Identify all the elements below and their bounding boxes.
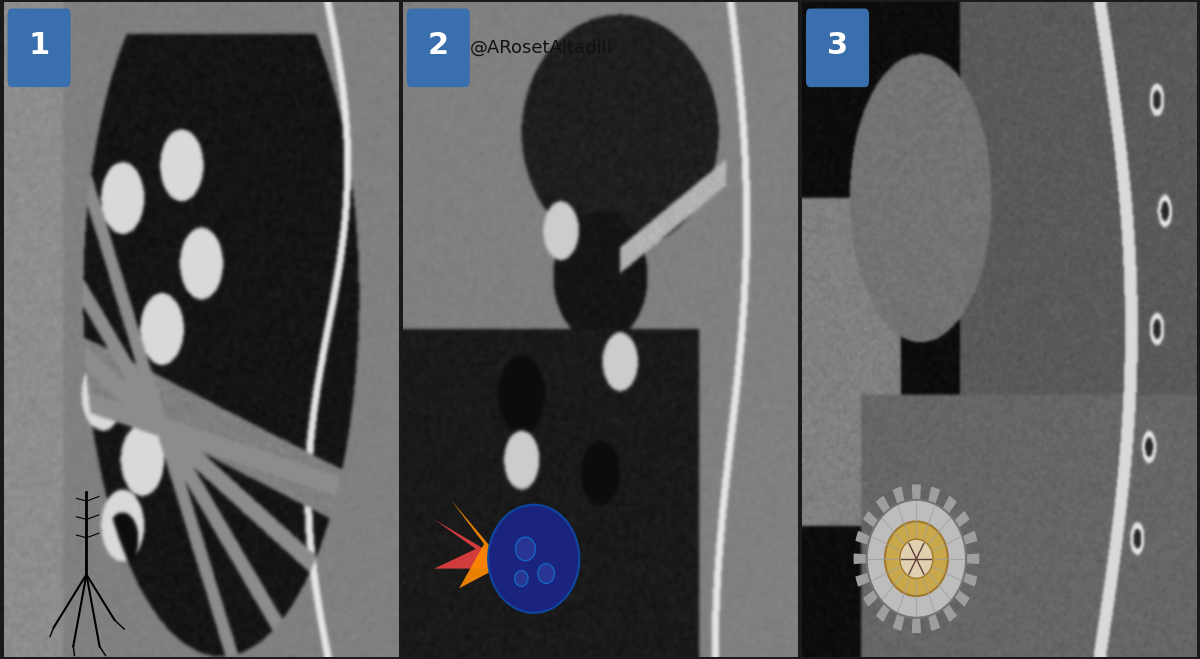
Text: 3: 3 (827, 32, 848, 61)
FancyBboxPatch shape (407, 9, 470, 87)
FancyBboxPatch shape (7, 9, 71, 87)
FancyBboxPatch shape (806, 9, 869, 87)
Text: @ARosetAltadill: @ARosetAltadill (469, 39, 612, 57)
Text: 1: 1 (29, 32, 49, 61)
Text: 2: 2 (427, 32, 449, 61)
